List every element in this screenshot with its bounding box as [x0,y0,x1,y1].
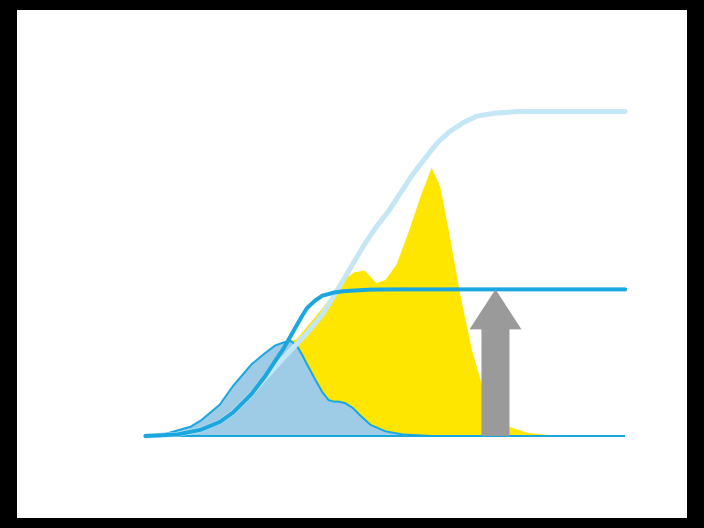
nmr-porosity-chart [17,10,687,518]
